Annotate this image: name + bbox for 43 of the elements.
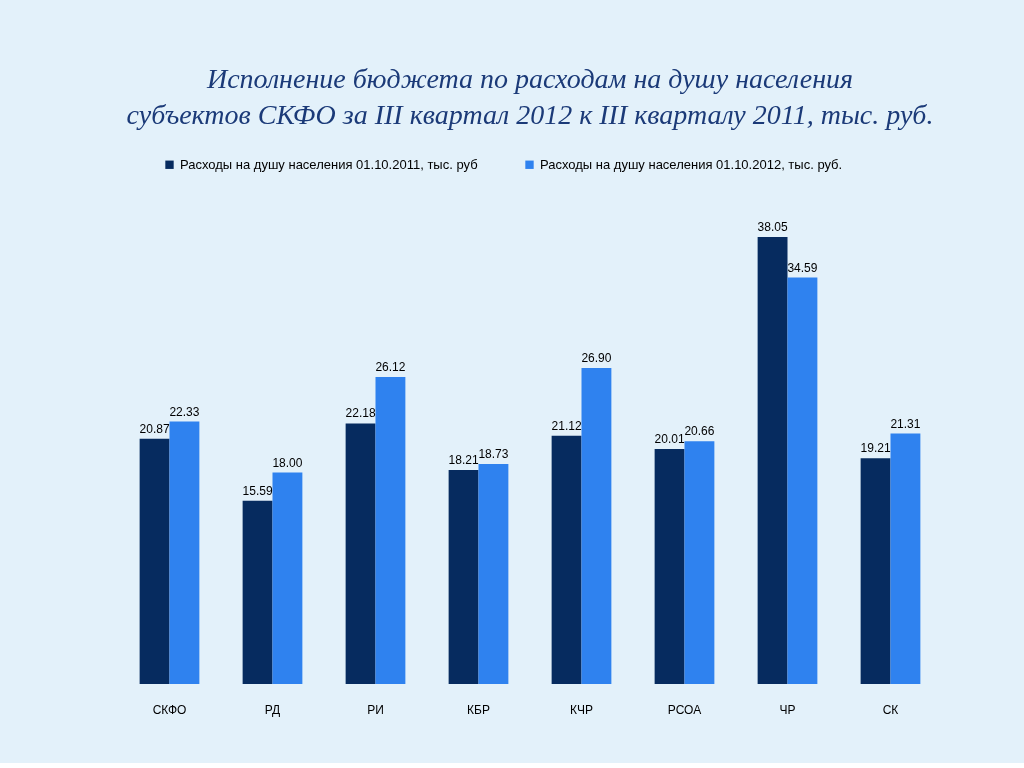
- bar: [345, 423, 376, 684]
- bar: [478, 463, 509, 684]
- bar: [272, 472, 303, 684]
- bar: [860, 458, 891, 684]
- data-label: 18.73: [478, 446, 509, 461]
- data-label: 20.66: [684, 424, 715, 439]
- x-tick-label: ЧР: [779, 702, 796, 717]
- data-label: 21.12: [551, 418, 582, 433]
- bar: [375, 377, 406, 684]
- bar: [139, 438, 170, 684]
- data-label: 26.90: [581, 350, 612, 365]
- x-tick-label: РД: [264, 702, 281, 717]
- data-label: 34.59: [787, 260, 818, 275]
- data-label: 19.21: [860, 441, 891, 456]
- bar: [581, 367, 612, 684]
- bar: [654, 448, 685, 684]
- bar: [890, 433, 921, 684]
- data-label: 21.31: [890, 416, 921, 431]
- bar: [448, 470, 479, 684]
- data-label: 20.87: [139, 421, 170, 436]
- data-label: 20.01: [654, 431, 685, 446]
- x-tick-label: КЧР: [570, 702, 593, 717]
- legend-label: Расходы на душу населения 01.10.2011, тыс. руб: [180, 156, 478, 172]
- bar: [551, 435, 582, 684]
- bar: [757, 236, 788, 684]
- x-tick-label: РИ: [367, 702, 384, 717]
- bar: [242, 500, 273, 684]
- bar: [684, 441, 715, 684]
- legend-label: Расходы на душу населения 01.10.2012, тыс. руб.: [540, 156, 843, 172]
- bar: [169, 421, 200, 684]
- bar: [787, 277, 818, 684]
- x-tick-label: КБР: [467, 702, 490, 717]
- x-tick-label: СК: [882, 702, 899, 717]
- data-label: 18.00: [272, 455, 303, 470]
- data-label: 18.21: [448, 453, 479, 468]
- chart-title: Исполнение бюджета по расходам на душу населения субъектов СКФО за III квартал 2012 к III кварталу 2011, тыс. руб.: [126, 63, 934, 130]
- data-label: 26.12: [375, 360, 406, 375]
- data-label: 22.33: [169, 404, 200, 419]
- x-tick-label: РСОА: [667, 702, 702, 717]
- data-label: 15.59: [242, 483, 273, 498]
- data-label: 22.18: [345, 406, 376, 421]
- x-tick-label: СКФО: [152, 702, 187, 717]
- data-label: 38.05: [757, 219, 788, 234]
